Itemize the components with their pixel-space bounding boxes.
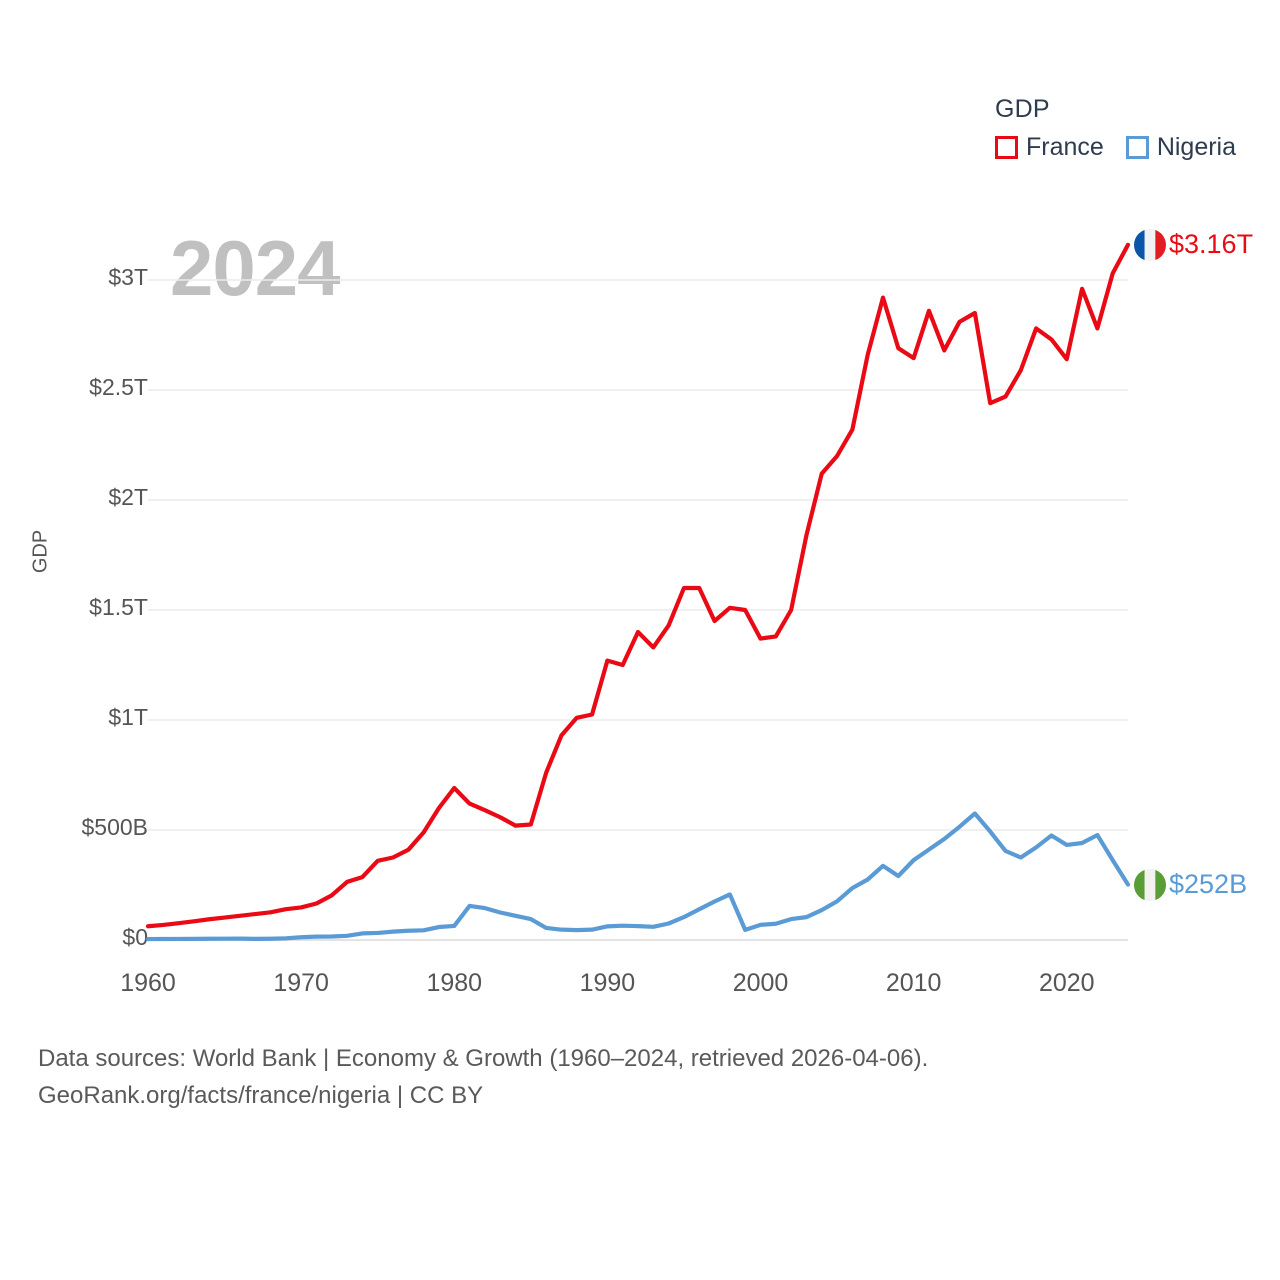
nigeria-endpoint-value: $252B xyxy=(1169,869,1248,900)
x-tick-label: 1990 xyxy=(579,969,636,997)
chart-legend: GDP France Nigeria xyxy=(995,95,1265,162)
y-tick-label: $1T xyxy=(108,704,148,730)
footer-attribution: GeoRank.org/facts/france/nigeria | CC BY xyxy=(38,1082,484,1110)
legend-label-france: France xyxy=(1026,133,1104,161)
legend-item-france[interactable]: France xyxy=(995,133,1104,162)
y-axis-tick-labels: $0 $500B $1T $1.5T $2T $2.5T $3T xyxy=(0,0,148,1280)
france-flag-icon xyxy=(1134,228,1166,261)
x-tick-label: 1960 xyxy=(120,969,176,997)
legend-swatch-nigeria xyxy=(1125,136,1149,159)
chart-footer: Data sources: World Bank | Economy & Gro… xyxy=(38,1040,1238,1114)
x-tick-label: 2020 xyxy=(1038,969,1095,997)
legend-swatch-france xyxy=(995,136,1018,159)
y-tick-label: $500B xyxy=(81,814,148,840)
year-watermark: 2024 xyxy=(170,224,341,312)
nigeria-flag-icon xyxy=(1134,868,1166,901)
x-tick-label: 1970 xyxy=(273,969,329,997)
footer-data-sources: Data sources: World Bank | Economy & Gro… xyxy=(38,1045,929,1072)
y-tick-label: $0 xyxy=(122,924,148,950)
nigeria-endpoint: $252B xyxy=(1134,868,1248,901)
legend-title: GDP xyxy=(995,95,1050,123)
france-endpoint: $3.16T xyxy=(1134,228,1254,261)
legend-label-nigeria: Nigeria xyxy=(1156,133,1237,161)
y-tick-label: $1.5T xyxy=(89,594,148,620)
y-tick-label: $3T xyxy=(108,264,148,290)
legend-items: France Nigeria xyxy=(995,133,1265,162)
series-line-nigeria xyxy=(145,811,1131,942)
x-tick-label: 2010 xyxy=(885,969,942,997)
france-endpoint-value: $3.16T xyxy=(1169,229,1254,260)
y-tick-label: $2T xyxy=(108,484,148,510)
x-tick-label: 2000 xyxy=(732,969,789,997)
legend-item-nigeria[interactable]: Nigeria xyxy=(1125,133,1237,162)
x-tick-label: 1980 xyxy=(426,969,483,997)
series-line-france xyxy=(145,242,1131,929)
y-tick-label: $2.5T xyxy=(89,374,148,400)
